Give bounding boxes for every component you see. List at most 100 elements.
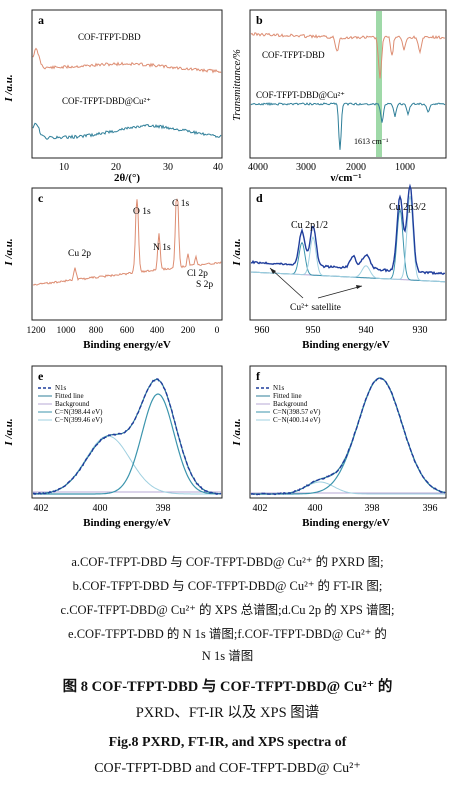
panel-f-xtick: 400 — [308, 503, 323, 514]
panel-a-xtick: 30 — [163, 162, 173, 173]
panel-d-xtick: 950 — [306, 325, 321, 336]
panel-a-series-1-label: COF-TFPT-DBD — [78, 32, 141, 42]
panel-b-xtick: 2000 — [346, 162, 366, 173]
panel-f-ylabel: I /a.u. — [231, 418, 243, 446]
figure-title-cn-2: PXRD、FT-IR 以及 XPS 图谱 — [135, 705, 320, 721]
figure-panels: a COF-TFPT-DBD COF-TFPT-DBD@Cu²⁺ I /a.u.… — [3, 9, 447, 529]
panel-d-peak-label-text: Cu 2p1/2 — [291, 220, 328, 231]
panel-f-frame — [249, 365, 447, 499]
panel-c-survey-curve — [32, 198, 222, 286]
panel-f-cn-single-curve — [251, 481, 445, 495]
caption-line-5: N 1s 谱图 — [201, 649, 254, 663]
panel-d-peak-label: Cu 2p1/2 — [291, 220, 328, 231]
panel-a: a COF-TFPT-DBD COF-TFPT-DBD@Cu²⁺ I /a.u.… — [3, 9, 223, 184]
panel-c-xtick: 800 — [89, 326, 104, 336]
panel-c-ylabel: I /a.u. — [3, 238, 15, 266]
panel-a-xtick: 40 — [213, 162, 223, 173]
panel-c-xtick: 200 — [181, 326, 196, 336]
panel-d-annotation: Cu²⁺ satellite — [290, 303, 341, 313]
figure-title-cn-1: 图 8 COF-TFPT-DBD 与 COF-TFPT-DBD@ Cu²⁺ 的 — [62, 679, 393, 695]
panel-c-peak-label: Cu 2p — [68, 249, 91, 259]
panel-d-xlabel: Binding energy/eV — [302, 339, 390, 351]
panel-f-legend: N1s Fitted line Background C=N(398.57 eV… — [256, 384, 321, 424]
panel-b: b COF-TFPT-DBD COF-TFPT-DBD@Cu²⁺ 1613 cm… — [232, 9, 447, 184]
legend-item: Fitted line — [273, 392, 302, 400]
legend-item: N1s — [55, 384, 67, 392]
panel-d-label: d — [256, 191, 263, 205]
panel-b-xtick: 4000 — [248, 162, 268, 173]
caption-line-3: c.COF-TFPT-DBD@ Cu²⁺ 的 XPS 总谱图;d.Cu 2p 的… — [60, 603, 395, 617]
panel-e-xtick: 400 — [93, 503, 108, 514]
caption-line-1: a.COF-TFPT-DBD 与 COF-TFPT-DBD@ Cu²⁺ 的 PX… — [71, 555, 384, 569]
panel-d-xtick: 960 — [255, 325, 270, 336]
legend-item: C=N(398.57 eV) — [273, 408, 321, 416]
panel-f-xtick: 398 — [365, 503, 380, 514]
panel-e-ylabel: I /a.u. — [3, 418, 15, 446]
caption-line-4: e.COF-TFPT-DBD 的 N 1s 谱图;f.COF-TFPT-DBD@… — [68, 627, 387, 641]
panel-c: c Cu 2p O 1s N 1s C 1s Cl 2p S 2p I /a.u… — [3, 187, 223, 351]
legend-item: Background — [55, 400, 90, 408]
panel-a-xlabel: 2θ/(°) — [114, 172, 140, 184]
panel-c-peak-label: Cl 2p — [187, 269, 208, 279]
panel-e-frame — [31, 365, 223, 499]
panel-c-peak-label: C 1s — [172, 199, 189, 209]
panel-d: d Cu 2p1/2 Cu 2p3/2 Cu²⁺ satellite I /a.… — [231, 183, 447, 351]
panel-f-raw-curve — [250, 376, 446, 496]
panel-d-peak-label-text: Cu 2p3/2 — [389, 202, 426, 213]
legend-item: N1s — [273, 384, 285, 392]
legend-item: Background — [273, 400, 308, 408]
panel-b-xtick: 3000 — [296, 162, 316, 173]
panel-c-peak-label: S 2p — [196, 280, 213, 290]
panel-e-cn-double-curve — [33, 393, 222, 495]
panel-e-xtick: 402 — [34, 503, 49, 514]
panel-f: f N1s Fitted line Background C=N(398.57 … — [231, 365, 447, 529]
panel-b-series-2-curve — [250, 101, 446, 150]
panel-d-arrowhead — [270, 268, 276, 274]
panel-f-xlabel: Binding energy/eV — [302, 517, 390, 529]
panel-b-frame — [249, 9, 447, 159]
panel-e-raw-curve — [32, 378, 222, 496]
panel-b-series-2-label: COF-TFPT-DBD@Cu²⁺ — [256, 90, 345, 100]
panel-a-ylabel: I /a.u. — [3, 74, 15, 102]
panel-b-annotation: 1613 cm⁻¹ — [354, 137, 389, 146]
legend-item: C=N(398.44 eV) — [55, 408, 103, 416]
panel-c-label: c — [38, 191, 44, 205]
panel-b-xtick: 1000 — [395, 162, 415, 173]
panel-c-xtick: 0 — [215, 326, 220, 336]
panel-a-series-2-label: COF-TFPT-DBD@Cu²⁺ — [62, 96, 151, 106]
panel-c-xtick: 400 — [150, 326, 165, 336]
panel-b-label: b — [256, 13, 263, 27]
panel-d-frame — [249, 187, 447, 321]
panel-a-frame — [31, 9, 223, 159]
panel-c-frame — [31, 187, 223, 321]
panel-a-label: a — [38, 13, 44, 27]
panel-b-series-1-curve — [250, 32, 446, 79]
panel-a-xtick: 20 — [111, 162, 121, 173]
panel-f-xtick: 396 — [423, 503, 438, 514]
panel-c-peak-label: O 1s — [133, 207, 151, 217]
panel-d-arrowhead — [356, 285, 362, 289]
panel-b-highlight-band — [376, 11, 382, 157]
caption-line-2: b.COF-TFPT-DBD 与 COF-TFPT-DBD@ Cu²⁺ 的 FT… — [72, 579, 383, 593]
panel-d-arrow — [317, 285, 363, 299]
panel-d-raw-curve — [250, 183, 446, 276]
panel-b-ylabel: Transmittance/% — [232, 49, 243, 121]
panel-c-xlabel: Binding energy/eV — [83, 339, 171, 351]
panel-d-xtick: 930 — [413, 325, 428, 336]
panel-a-series-1-curve — [32, 47, 222, 74]
panel-e-label: e — [38, 369, 44, 383]
panel-a-series-2-curve — [32, 122, 222, 140]
panel-f-label: f — [256, 369, 261, 383]
legend-item: C−N(400.14 eV) — [273, 416, 321, 424]
panel-d-xtick: 940 — [359, 325, 374, 336]
panel-e-xlabel: Binding energy/eV — [83, 517, 171, 529]
panel-e-xtick: 398 — [156, 503, 171, 514]
legend-item: C−N(399.46 eV) — [55, 416, 103, 424]
panel-d-peak-label: Cu 2p3/2 — [389, 202, 426, 213]
panel-b-series-1-label: COF-TFPT-DBD — [262, 50, 325, 60]
panel-c-xtick: 1200 — [27, 326, 46, 336]
panel-d-arrow — [269, 267, 304, 299]
figure-title-en-1: Fig.8 PXRD, FT-IR, and XPS spectra of — [108, 735, 347, 750]
legend-item: Fitted line — [55, 392, 84, 400]
panel-c-peak-label: N 1s — [153, 243, 171, 253]
